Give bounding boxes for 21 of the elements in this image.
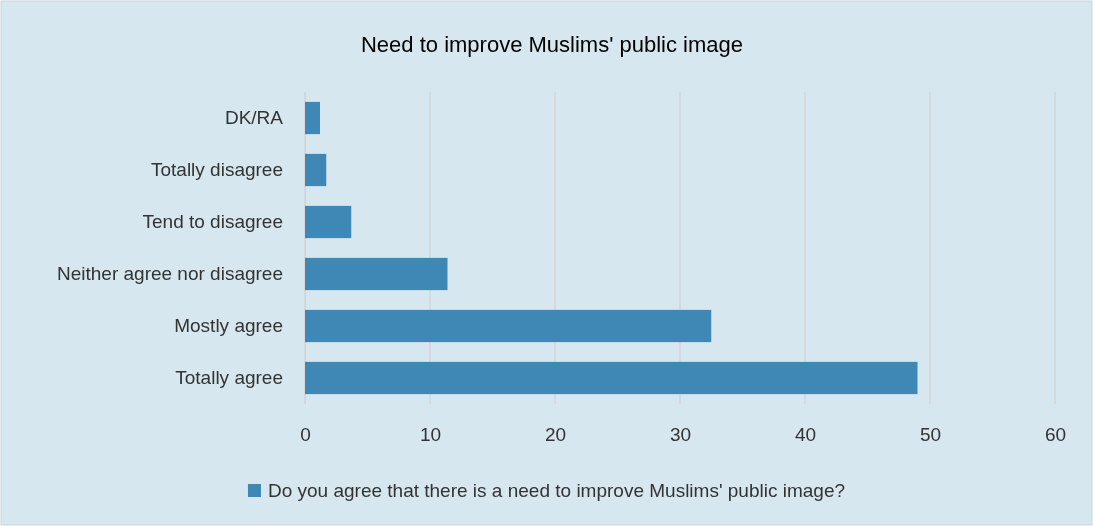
x-tick-label: 60 bbox=[1044, 424, 1067, 446]
legend-label: Do you agree that there is a need to improve Muslims' public image? bbox=[267, 480, 846, 501]
chart-title: Need to improve Muslims' public image bbox=[360, 32, 744, 57]
x-tick-label: 10 bbox=[419, 424, 442, 446]
y-tick-label: Tend to disagree bbox=[142, 211, 283, 233]
x-tick-label: 40 bbox=[794, 424, 817, 446]
bar bbox=[305, 257, 448, 291]
bar bbox=[305, 101, 320, 135]
x-tick-label: 50 bbox=[919, 424, 942, 446]
bar bbox=[305, 309, 712, 343]
y-tick-label: Totally agree bbox=[175, 367, 283, 389]
x-tick-label: 0 bbox=[300, 424, 311, 446]
y-tick-label: Totally disagree bbox=[150, 159, 283, 181]
y-tick-label: Mostly agree bbox=[174, 315, 283, 337]
bar bbox=[305, 205, 352, 239]
bar bbox=[305, 153, 327, 187]
y-tick-label: Neither agree nor disagree bbox=[56, 263, 283, 285]
bar bbox=[305, 361, 918, 395]
x-tick-label: 20 bbox=[544, 424, 567, 446]
y-tick-label: DK/RA bbox=[224, 107, 284, 129]
x-tick-label: 30 bbox=[669, 424, 692, 446]
